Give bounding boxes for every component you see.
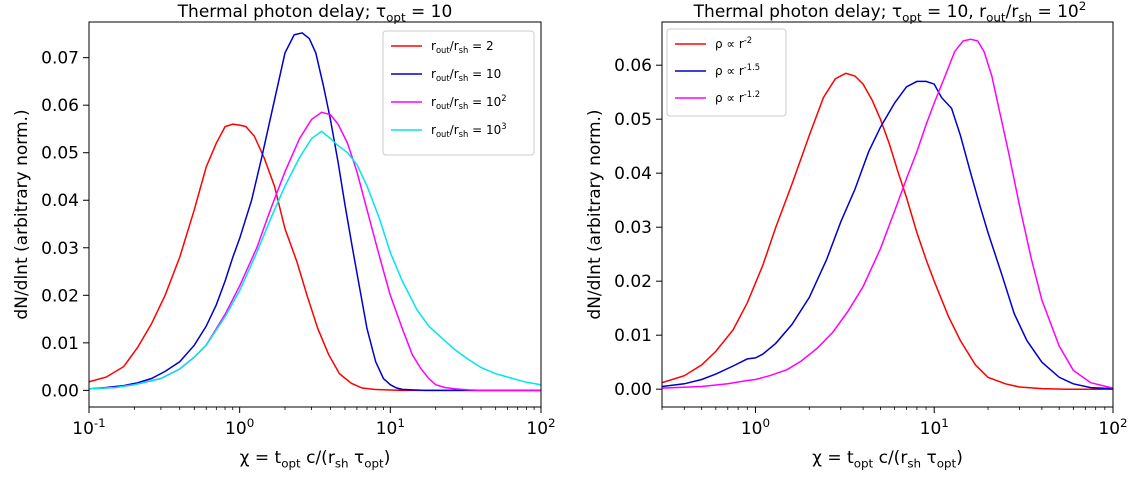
y-tick-label: 0.01 bbox=[41, 334, 79, 354]
series-line-2 bbox=[662, 80, 1113, 390]
x-tick-label: 101​ bbox=[920, 416, 949, 439]
series-line-2 bbox=[89, 32, 541, 392]
chart-title: Thermal photon delay; τopt​ = 10, rout​/… bbox=[693, 0, 1087, 24]
legend-entry-label: ρ ∝ r-1.5​ bbox=[715, 62, 760, 78]
series-line-4 bbox=[89, 130, 541, 390]
axes-frame bbox=[661, 21, 1114, 408]
legend-entry-label: rout​/rsh​ = 102​ bbox=[431, 93, 507, 111]
y-tick-label: 0.03 bbox=[614, 218, 652, 238]
x-axis-label: χ = topt​ c/(rsh​ τopt​) bbox=[240, 448, 391, 470]
y-tick-label: 0.06 bbox=[41, 96, 79, 116]
x-tick-label: 102​ bbox=[526, 416, 555, 439]
legend-entry-label: ρ ∝ r-1.2​ bbox=[715, 89, 760, 105]
series-line-3 bbox=[662, 38, 1113, 389]
y-tick-label: 0.06 bbox=[614, 56, 652, 76]
chart-title: Thermal photon delay; τopt​ = 10 bbox=[177, 2, 453, 24]
y-tick-label: 0.04 bbox=[41, 191, 79, 211]
legend-entry-label: ρ ∝ r-2​ bbox=[715, 35, 752, 51]
series-line-1 bbox=[662, 72, 1113, 390]
y-tick-label: 0.04 bbox=[614, 164, 652, 184]
y-tick-label: 0.05 bbox=[614, 110, 652, 130]
series-line-1 bbox=[89, 123, 541, 392]
legend: ρ ∝ r-2​ ρ ∝ r-1.5​ ρ ∝ r-1.2​ bbox=[666, 28, 787, 117]
legend-box bbox=[382, 30, 535, 156]
legend: rout​/rsh​ = 2 rout​/rsh​ = 10 rout​/rsh​ … bbox=[382, 30, 535, 156]
x-tick-label: 10-1​ bbox=[72, 416, 106, 439]
y-tick-label: 0.03 bbox=[41, 239, 79, 259]
axes-frame bbox=[88, 21, 542, 408]
y-tick-label: 0.05 bbox=[41, 144, 79, 164]
y-axis-label: dN/dlnt (arbitrary norm.) bbox=[585, 109, 605, 319]
y-axis-label: dN/dlnt (arbitrary norm.) bbox=[12, 109, 32, 319]
x-axis-label: χ = topt​ c/(rsh​ τopt​) bbox=[812, 448, 963, 470]
legend-entry-label: rout​/rsh​ = 10 bbox=[431, 67, 501, 83]
x-tick-label: 101​ bbox=[376, 416, 405, 439]
legend-entry-label: rout​/rsh​ = 103​ bbox=[431, 121, 507, 139]
y-tick-label: 0.07 bbox=[41, 49, 79, 69]
legend-entry-label: rout​/rsh​ = 2 bbox=[431, 39, 494, 55]
y-tick-label: 0.00 bbox=[41, 381, 79, 401]
x-tick-label: 100​ bbox=[741, 416, 770, 439]
x-tick-label: 102​ bbox=[1098, 416, 1127, 439]
y-tick-label: 0.02 bbox=[41, 286, 79, 306]
y-tick-label: 0.02 bbox=[614, 272, 652, 292]
x-tick-label: 100​ bbox=[225, 416, 254, 439]
y-tick-label: 0.00 bbox=[614, 380, 652, 400]
y-tick-label: 0.01 bbox=[614, 326, 652, 346]
chart-panel-2: 100​ 101​ 102​ 0.00 0.01 0.02 0.03 0.04 0.05 0.06… bbox=[585, 0, 1128, 470]
chart-panel-1: 10-1​ 100​ 101​ 102​ 0.00 0.01 0.02 0.03 0.04 0.0… bbox=[12, 2, 556, 470]
legend-box bbox=[666, 28, 787, 117]
